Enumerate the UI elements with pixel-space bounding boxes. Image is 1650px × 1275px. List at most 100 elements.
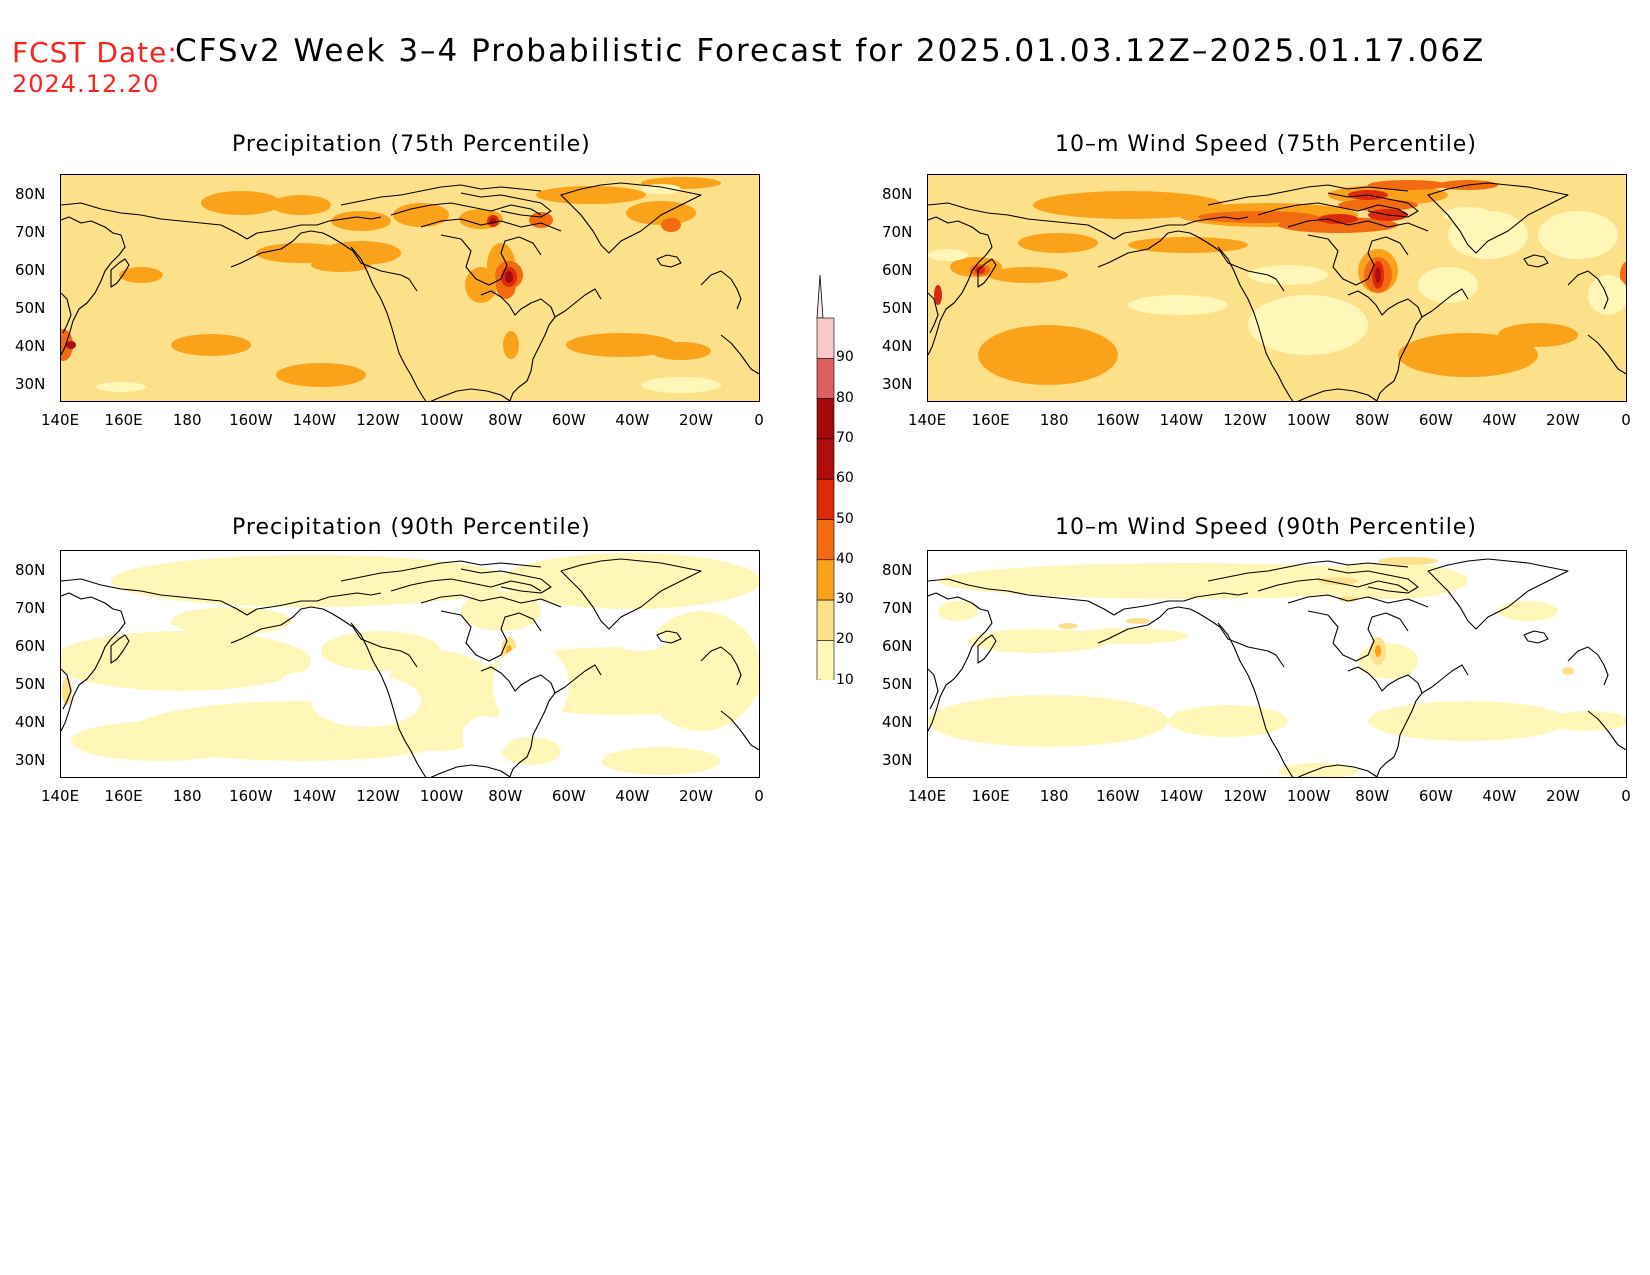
lon-tick-label: 180 <box>172 411 202 429</box>
coastline <box>928 558 1626 777</box>
lat-tick-label: 50N <box>882 299 913 317</box>
probability-contour-region <box>938 601 978 621</box>
lat-tick-label: 60N <box>882 261 913 279</box>
coastline-path <box>656 630 682 644</box>
probability-contour-region <box>1068 628 1188 644</box>
map-svg <box>928 551 1626 777</box>
probability-contour-region <box>201 191 281 215</box>
lat-tick-label: 30N <box>882 751 913 769</box>
lon-tick-label: 0 <box>1621 787 1631 805</box>
coastline-path <box>110 258 130 288</box>
coastline-path <box>350 246 427 401</box>
probability-contour-region <box>1358 643 1418 679</box>
coastline-path <box>928 578 1125 616</box>
probability-contour-region <box>1018 233 1098 253</box>
coastline <box>61 182 759 401</box>
coastline-path <box>61 292 72 334</box>
coastline-path <box>350 622 427 777</box>
lon-tick-label: 120W <box>356 411 400 429</box>
probability-contour-region <box>1418 267 1478 303</box>
lat-tick-label: 80N <box>15 561 46 579</box>
probability-contour-region <box>1033 191 1223 219</box>
coastline-path <box>1567 646 1609 686</box>
lon-tick-label: 140E <box>907 787 947 805</box>
colorbar-level-label: 80 <box>836 389 854 406</box>
lat-tick-label: 70N <box>15 599 46 617</box>
probability-contour-region <box>501 553 759 609</box>
coastline-path <box>700 270 742 310</box>
probability-contour-region <box>171 607 291 635</box>
probability-contour-region <box>1318 214 1358 224</box>
colorbar-level-label: 70 <box>836 429 854 446</box>
probability-contour-region <box>61 631 311 691</box>
colorbar-level-label: 10 <box>836 671 854 688</box>
lat-tick-label: 40N <box>882 337 913 355</box>
coastline-path <box>1347 290 1423 318</box>
coastline-path <box>440 234 542 286</box>
panel-title-precip90: Precipitation (90th Percentile) <box>232 515 591 540</box>
lon-tick-label: 40W <box>1482 411 1517 429</box>
coastline-path <box>977 258 997 288</box>
probability-contour-region <box>501 737 561 765</box>
coastline-path <box>1217 622 1294 777</box>
lon-tick-label: 80W <box>488 411 523 429</box>
lon-tick-label: 160E <box>104 411 143 429</box>
lon-tick-label: 100W <box>1286 787 1331 805</box>
forecast-title: CFSv2 Week 3–4 Probabilistic Forecast fo… <box>175 33 1486 69</box>
probability-contour-region <box>171 334 251 356</box>
probability-contour-gap <box>462 716 510 756</box>
coastline-path <box>460 568 552 594</box>
probability-contour-region <box>1548 711 1626 731</box>
coastline-path <box>1297 388 1378 401</box>
coastline-path <box>1427 558 1569 630</box>
probability-contour-region <box>641 611 759 731</box>
probability-contour-region <box>276 363 366 387</box>
probability-contour-region <box>978 325 1118 385</box>
lat-tick-label: 40N <box>15 713 46 731</box>
lon-tick-label: 60W <box>1418 787 1453 805</box>
probability-contour-region <box>119 267 163 283</box>
coastline-path <box>1097 230 1285 292</box>
coastline-path <box>1123 216 1249 234</box>
probability-contour-region <box>928 695 1168 747</box>
panel-title-wind75: 10–m Wind Speed (75th Percentile) <box>1055 132 1477 157</box>
lon-tick-label: 180 <box>172 787 202 805</box>
coastline-path <box>1523 630 1549 644</box>
coastline-path <box>61 216 126 356</box>
coastline-path <box>554 664 602 694</box>
probability-contour-region <box>928 249 968 261</box>
coastline-path <box>509 316 556 401</box>
probability-contour-region <box>71 721 251 761</box>
lon-tick-label: 120W <box>356 787 400 805</box>
lon-tick-label: 160E <box>971 411 1010 429</box>
probability-contour-region <box>536 186 646 204</box>
colorbar-level-label: 30 <box>836 591 854 608</box>
probability-contour-region <box>1128 295 1228 315</box>
lon-tick-label: 100W <box>419 787 464 805</box>
panel-title-precip75: Precipitation (75th Percentile) <box>232 132 591 157</box>
coastline-path <box>1587 710 1626 751</box>
coastline-path <box>440 610 542 662</box>
probability-contour-region <box>938 563 1438 599</box>
lat-tick-label: 30N <box>882 375 913 393</box>
probability-contour-region <box>1318 577 1358 585</box>
coastline-path <box>420 218 562 232</box>
probability-contour-region <box>1308 563 1468 599</box>
probability-contour-region <box>66 341 76 349</box>
lon-tick-label: 20W <box>1546 411 1580 429</box>
coastline-path <box>1567 270 1609 310</box>
coastline-path <box>61 202 258 240</box>
probability-contour-region <box>1498 323 1578 347</box>
colorbar-level-label: 90 <box>836 349 854 366</box>
probability-contour-gap <box>281 671 341 691</box>
coastline-path <box>928 592 993 732</box>
coastline-path <box>720 334 759 375</box>
probability-contour-region <box>393 203 449 227</box>
map-svg <box>61 175 759 401</box>
colorbar <box>816 275 835 680</box>
probability-contour-region <box>1368 180 1448 190</box>
lat-tick-label: 50N <box>15 675 46 693</box>
coastline-path <box>560 558 702 630</box>
probability-contour-region <box>311 258 371 272</box>
colorbar-segment <box>816 317 835 359</box>
